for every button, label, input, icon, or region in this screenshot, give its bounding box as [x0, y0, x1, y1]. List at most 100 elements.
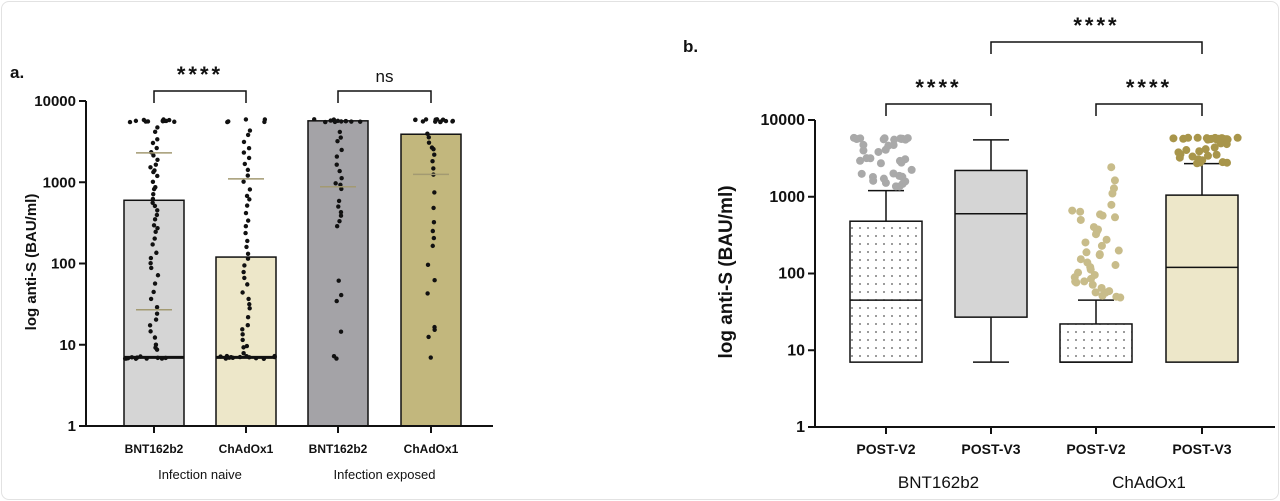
outlier-point	[1195, 147, 1204, 156]
data-point	[337, 218, 342, 224]
data-point	[349, 119, 354, 124]
outlier-point	[1110, 176, 1119, 185]
outlier-point	[1201, 145, 1210, 154]
outlier-point	[857, 169, 866, 178]
data-point	[240, 337, 245, 343]
x-category-label: POST-V3	[961, 441, 1020, 457]
outlier-point	[1095, 251, 1104, 260]
significance-label: ****	[1073, 13, 1119, 38]
outlier-point	[1111, 213, 1120, 222]
panel-a-chart: a. 1 10 100 1000 10000 log anti-S (BAU/ml) BNT1…	[10, 62, 493, 482]
data-point	[153, 162, 159, 167]
data-point	[240, 332, 245, 337]
outlier-point	[881, 145, 890, 154]
data-point	[150, 200, 155, 206]
data-point	[423, 117, 429, 122]
data-point	[247, 128, 253, 133]
outlier-point	[869, 176, 878, 185]
outlier-point	[897, 158, 906, 167]
significance-bracket	[153, 90, 247, 103]
data-point	[426, 334, 431, 340]
data-point	[430, 243, 435, 249]
data-point	[245, 173, 251, 178]
outlier-point	[859, 140, 868, 149]
data-point	[339, 147, 344, 153]
data-point	[420, 119, 426, 124]
data-point	[431, 166, 436, 171]
outlier-point	[852, 134, 861, 143]
data-point	[334, 154, 340, 159]
data-point	[241, 350, 246, 356]
data-point	[160, 118, 166, 123]
data-point	[246, 296, 251, 302]
data-point	[155, 125, 160, 130]
outlier-point	[1223, 158, 1232, 167]
data-point	[155, 225, 160, 231]
outlier-point	[874, 147, 883, 156]
outlier-point	[1076, 215, 1085, 224]
data-point	[333, 181, 338, 186]
data-point	[150, 242, 155, 247]
outlier-point	[859, 146, 868, 155]
outlier-point	[856, 156, 865, 165]
data-point	[244, 193, 250, 199]
data-point	[243, 230, 248, 236]
outlier-point	[1175, 153, 1184, 162]
data-point	[152, 129, 158, 135]
y-tick-label: 10000	[761, 112, 806, 129]
data-point	[433, 117, 438, 122]
panel-label: b.	[683, 37, 698, 56]
data-point	[338, 135, 343, 140]
data-point	[245, 132, 251, 138]
outlier-point	[876, 159, 885, 168]
x-group-label: ChAdOx1	[1112, 473, 1186, 492]
data-point	[337, 129, 343, 135]
data-point	[428, 355, 433, 360]
y-tick-label: 1000	[43, 174, 76, 191]
data-point	[425, 262, 431, 268]
data-point	[172, 119, 177, 124]
data-point	[337, 168, 342, 174]
outlier-point	[1182, 146, 1191, 155]
x-category-label: POST-V2	[856, 441, 915, 457]
outlier-point	[1188, 152, 1197, 161]
data-point	[430, 159, 435, 164]
panel-label: a.	[10, 63, 24, 82]
data-point	[152, 217, 158, 222]
data-point	[149, 265, 154, 271]
data-point	[338, 182, 343, 187]
outlier-point	[1107, 163, 1116, 172]
data-point	[155, 157, 160, 162]
data-point	[152, 335, 158, 340]
data-point	[426, 140, 432, 145]
data-point	[432, 190, 437, 195]
data-point	[432, 327, 437, 332]
data-point	[426, 135, 431, 140]
data-point	[155, 208, 160, 213]
data-point	[241, 345, 246, 350]
outlier-point	[1169, 134, 1178, 143]
data-point	[245, 218, 251, 223]
outlier-point	[1082, 248, 1091, 257]
data-point	[151, 223, 157, 228]
x-group-label: Infection exposed	[334, 467, 436, 482]
outlier-point	[1108, 189, 1117, 198]
outlier-point	[1193, 159, 1202, 168]
data-point	[328, 118, 333, 123]
data-point	[336, 204, 341, 209]
data-point	[154, 304, 160, 310]
data-point	[155, 273, 161, 278]
y-tick-label: 10	[787, 342, 805, 359]
outlier-point	[1098, 211, 1107, 220]
data-point	[154, 145, 159, 151]
significance-bracket	[990, 41, 1203, 54]
outlier-point	[1088, 280, 1097, 289]
data-point	[246, 146, 252, 151]
y-tick-label: 100	[778, 266, 805, 283]
data-point	[243, 224, 249, 229]
data-point	[336, 278, 341, 283]
data-point	[339, 186, 344, 192]
data-point	[245, 238, 250, 244]
data-point	[154, 347, 160, 352]
data-point	[151, 169, 156, 175]
